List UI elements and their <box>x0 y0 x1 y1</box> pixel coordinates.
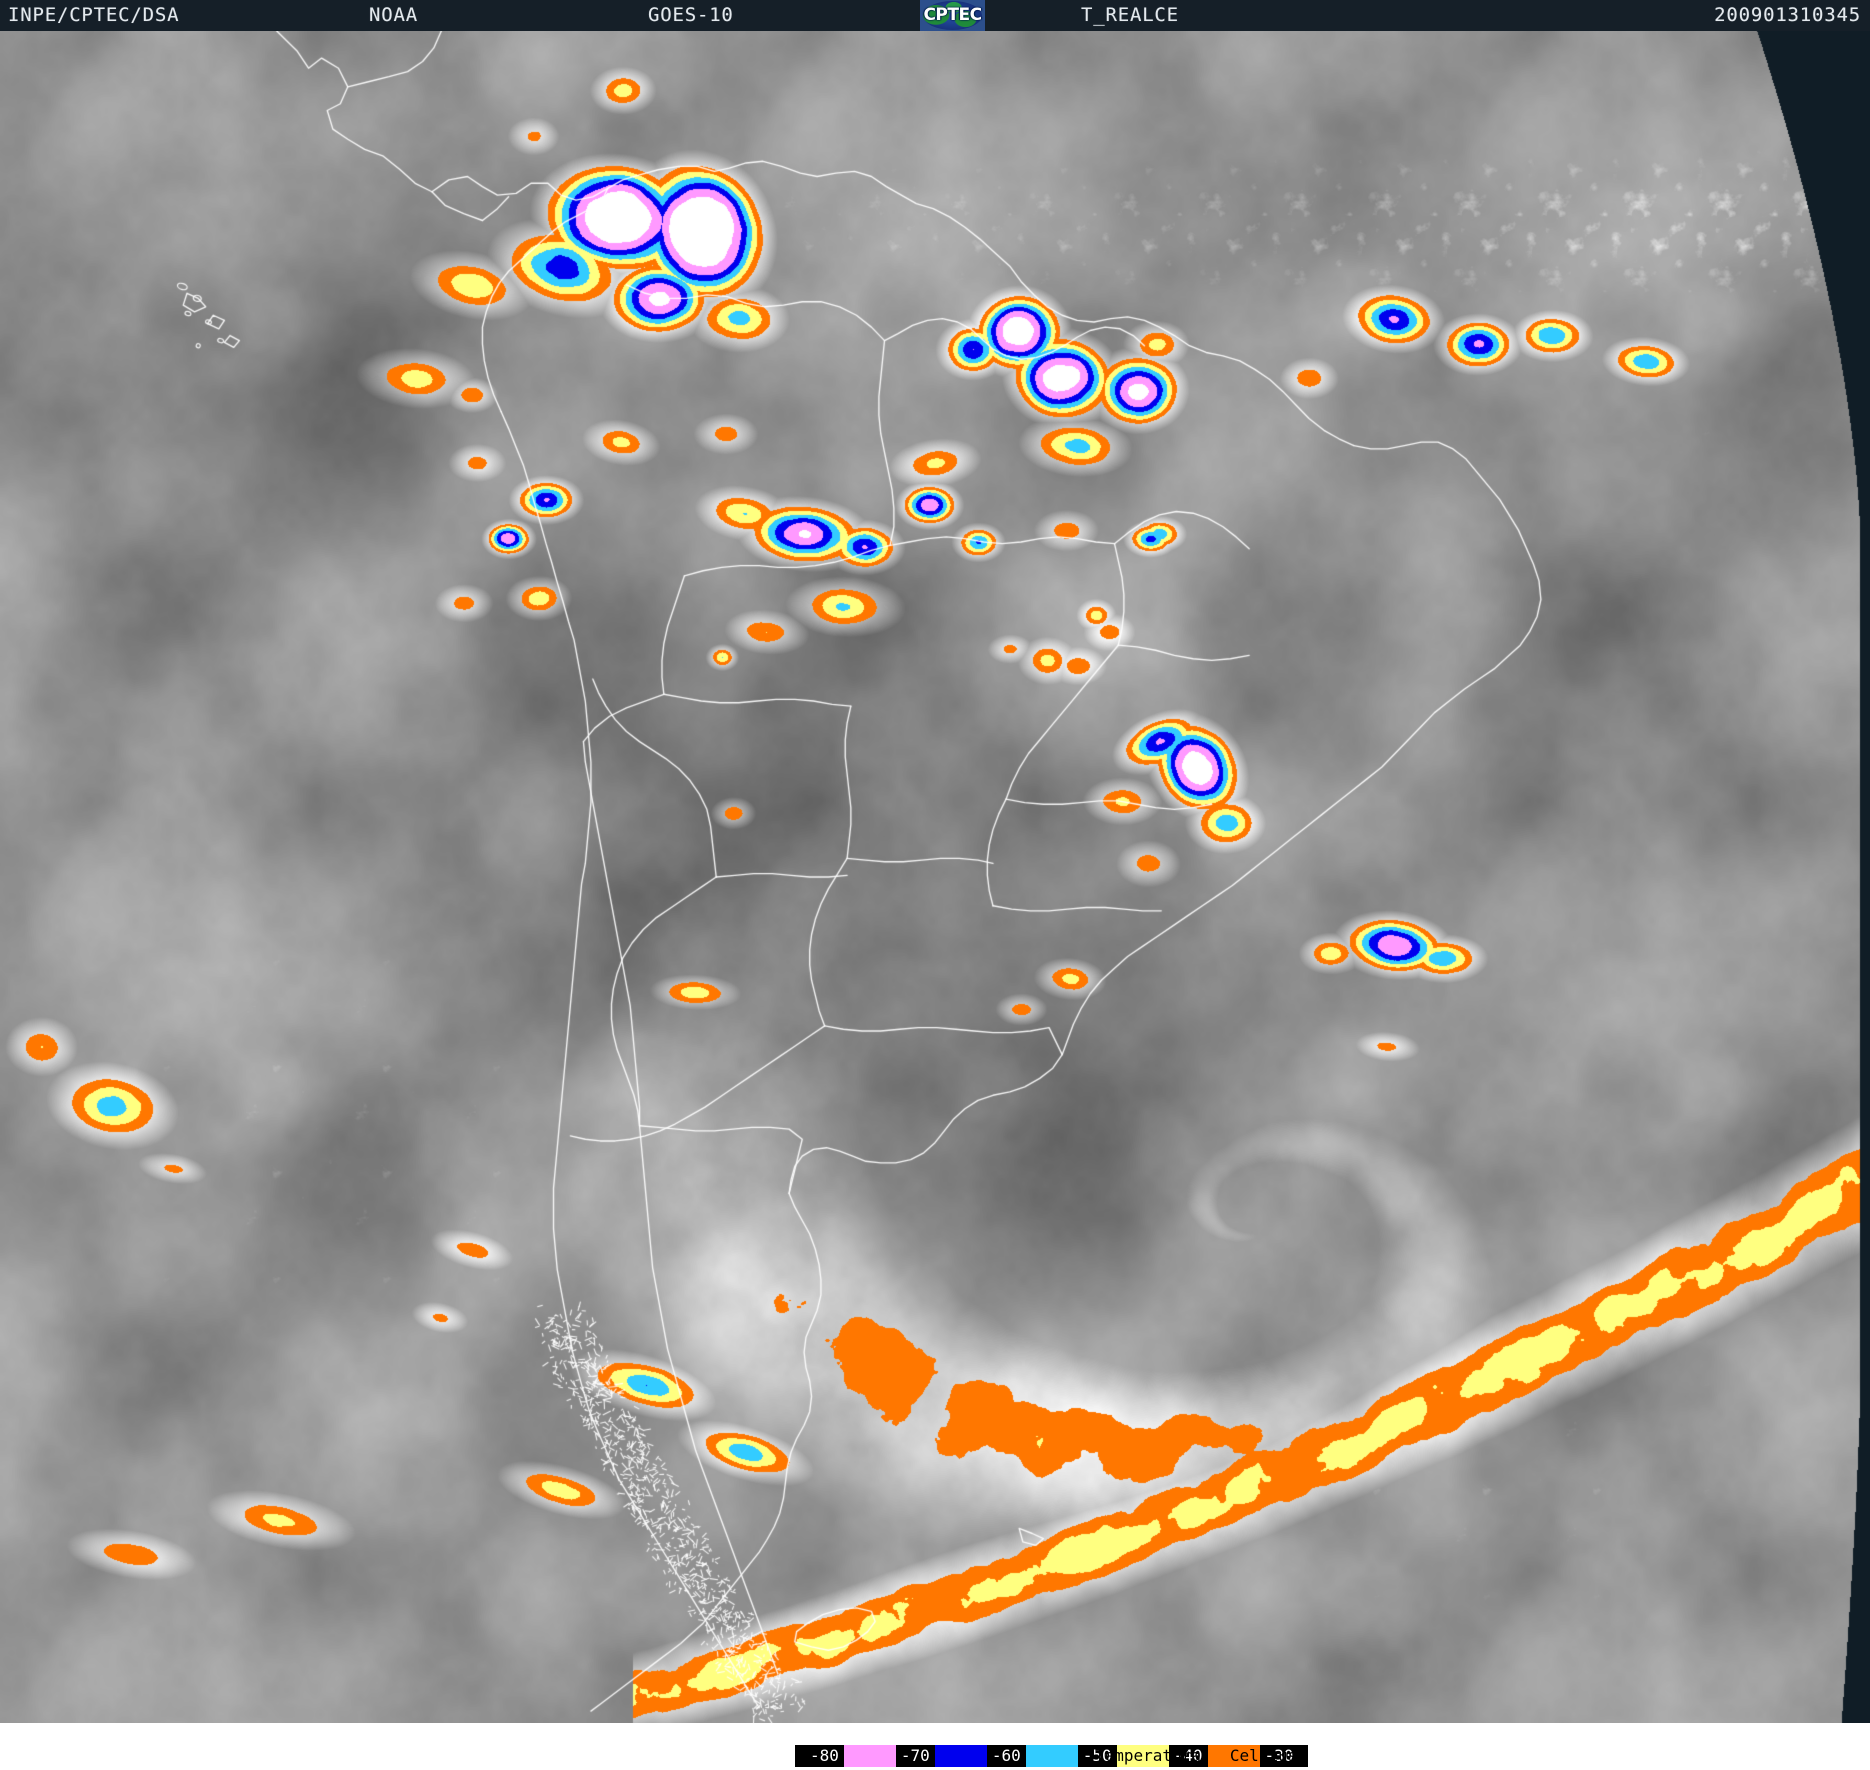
colorbar-tick-minus60: -60 <box>986 1745 1026 1767</box>
header-agency: NOAA <box>369 4 418 26</box>
globe-icon <box>923 1 982 30</box>
colorbar-tick-minus30: -30 <box>1259 1745 1299 1767</box>
colorbar-tick-minus40: -40 <box>1168 1745 1208 1767</box>
infrared-enhanced-map <box>0 31 1870 1723</box>
colorbar-tick-minus50: -50 <box>1077 1745 1117 1767</box>
colorbar-swatch-violet <box>843 1745 896 1767</box>
cptec-logo-label: CPTEC <box>923 5 982 25</box>
colorbar-cap <box>795 1745 805 1767</box>
colorbar-swatch-blue <box>934 1745 987 1767</box>
legend-strip: -80 -70 -60 -50 -40 -30 Temperatura Celsius <box>0 1723 1870 1770</box>
colorbar-swatch-orange <box>1207 1745 1260 1767</box>
header-institution: INPE/CPTEC/DSA <box>8 4 180 26</box>
colorbar-swatch-yellow <box>1116 1745 1169 1767</box>
colorbar-tick-minus80: -80 <box>805 1745 844 1767</box>
colorbar-swatch-cyan <box>1025 1745 1078 1767</box>
header-bar: INPE/CPTEC/DSA NOAA GOES-10 CPTEC T_REAL… <box>0 0 1870 31</box>
header-satellite: GOES-10 <box>648 4 734 26</box>
colorbar-cap <box>1298 1745 1309 1767</box>
legend-caption: Temperatura Celsius <box>1095 1746 1298 1765</box>
cptec-logo-icon: CPTEC <box>920 0 985 31</box>
satellite-image <box>0 31 1870 1723</box>
colorbar-tick-minus70: -70 <box>895 1745 935 1767</box>
temperature-colorbar: -80 -70 -60 -50 -40 -30 <box>795 1745 1309 1767</box>
header-timestamp: 200901310345 <box>1714 4 1861 26</box>
header-product: T_REALCE <box>1081 4 1179 26</box>
